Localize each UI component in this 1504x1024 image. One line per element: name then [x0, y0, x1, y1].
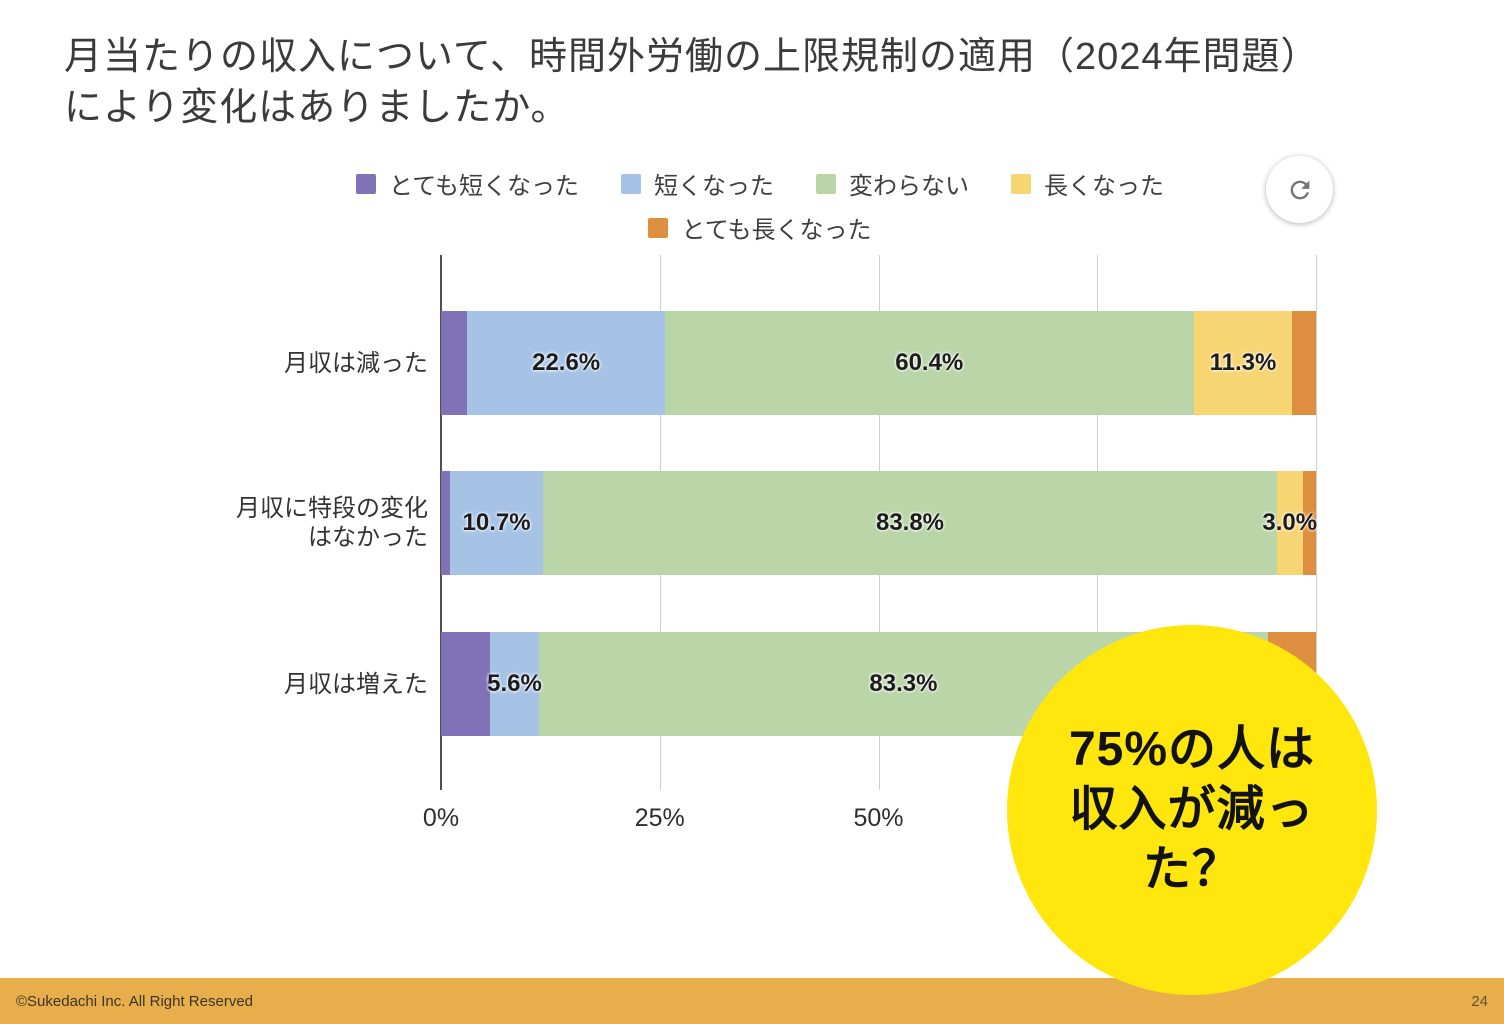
- bar-value-label: 60.4%: [895, 349, 964, 376]
- legend-label: とても短くなった: [388, 173, 580, 200]
- page-title-line-2: により変化はありましたか。: [64, 87, 570, 129]
- bar-segment: 83.8%: [543, 471, 1277, 575]
- bar-value-label: 11.3%: [1209, 349, 1277, 376]
- annotation-line: 収入が減っ: [1069, 783, 1315, 836]
- legend-swatch-icon: [816, 173, 837, 194]
- chart-legend: とても短くなった 短くなった 変わらない 長くなったとても長くなった: [300, 166, 1220, 245]
- category-axis: 月収は減った月収に特段の変化 はなかった月収は増えた: [0, 255, 430, 790]
- refresh-icon: [1290, 180, 1309, 199]
- bar-segment: 22.6%: [467, 311, 665, 415]
- bar-value-label: 3.0%: [1262, 509, 1318, 536]
- annotation-text: 75%の人は 収入が減っ た？: [1069, 720, 1315, 900]
- legend-swatch-icon: [648, 217, 669, 238]
- legend-label: 短くなった: [654, 173, 775, 200]
- page-number: 24: [1471, 992, 1488, 1010]
- legend-item: 長くなった: [1011, 166, 1164, 201]
- bar-value-label: 83.8%: [875, 509, 945, 536]
- bar-segment: [1292, 311, 1316, 415]
- bar-value-label: 10.7%: [462, 509, 531, 536]
- legend-item: とても長くなった: [648, 210, 872, 245]
- bar-segment: [1302, 471, 1316, 575]
- bar-segment: [441, 632, 490, 736]
- bar-value-label: 5.6%: [487, 670, 542, 697]
- legend-label: 変わらない: [849, 173, 970, 200]
- bar-row: 10.7% 83.8% 3.0%: [441, 471, 1317, 575]
- legend-label: 長くなった: [1044, 173, 1165, 200]
- legend-item: 変わらない: [816, 166, 969, 201]
- legend-swatch-icon: [621, 173, 642, 194]
- legend-item: 短くなった: [621, 166, 774, 201]
- legend-swatch-icon: [355, 173, 376, 194]
- bar-segment: [441, 311, 468, 415]
- category-label: 月収は増えた: [284, 670, 428, 698]
- legend-label: とても長くなった: [681, 217, 872, 244]
- bar-segment: 10.7%: [449, 471, 544, 575]
- axis-tick-label: 50%: [853, 804, 904, 832]
- axis-tick-label: 0%: [422, 804, 460, 832]
- annotation-circle: 75%の人は 収入が減っ た？: [1007, 625, 1377, 995]
- x-axis: 0% 25% 50%: [423, 804, 1316, 838]
- copyright-text: ©Sukedachi Inc. All Right Reserved: [16, 992, 254, 1010]
- bar-value-label: 83.3%: [869, 670, 938, 697]
- refresh-button[interactable]: [1266, 156, 1333, 223]
- page-title: 月当たりの収入について、時間外労働の上限規制の適用（2024年問題） により変化…: [64, 32, 1320, 134]
- bar-segment: [441, 471, 450, 575]
- bar-segment: 11.3%: [1193, 311, 1293, 415]
- legend-item: とても短くなった: [355, 166, 580, 201]
- category-label: 月収に特段の変化 はなかった: [236, 495, 428, 551]
- category-label: 月収は減った: [284, 349, 428, 377]
- bar-row: 22.6% 60.4% 11.3%: [441, 311, 1316, 415]
- axis-tick-label: 25%: [634, 804, 685, 832]
- bar-segment: 5.6%: [487, 632, 542, 736]
- bar-segment: 60.4%: [665, 311, 1194, 415]
- footer-bar: ©Sukedachi Inc. All Right Reserved 24: [0, 978, 1504, 1024]
- legend-swatch-icon: [1011, 173, 1032, 194]
- annotation-line: た？: [1142, 843, 1241, 896]
- bar-value-label: 22.6%: [532, 349, 601, 376]
- bar-segment: 3.0%: [1262, 471, 1317, 575]
- page-title-line-1: 月当たりの収入について、時間外労働の上限規制の適用（2024年問題）: [64, 36, 1320, 78]
- gridline: [1316, 255, 1317, 790]
- annotation-line: 75%の人は: [1068, 723, 1316, 776]
